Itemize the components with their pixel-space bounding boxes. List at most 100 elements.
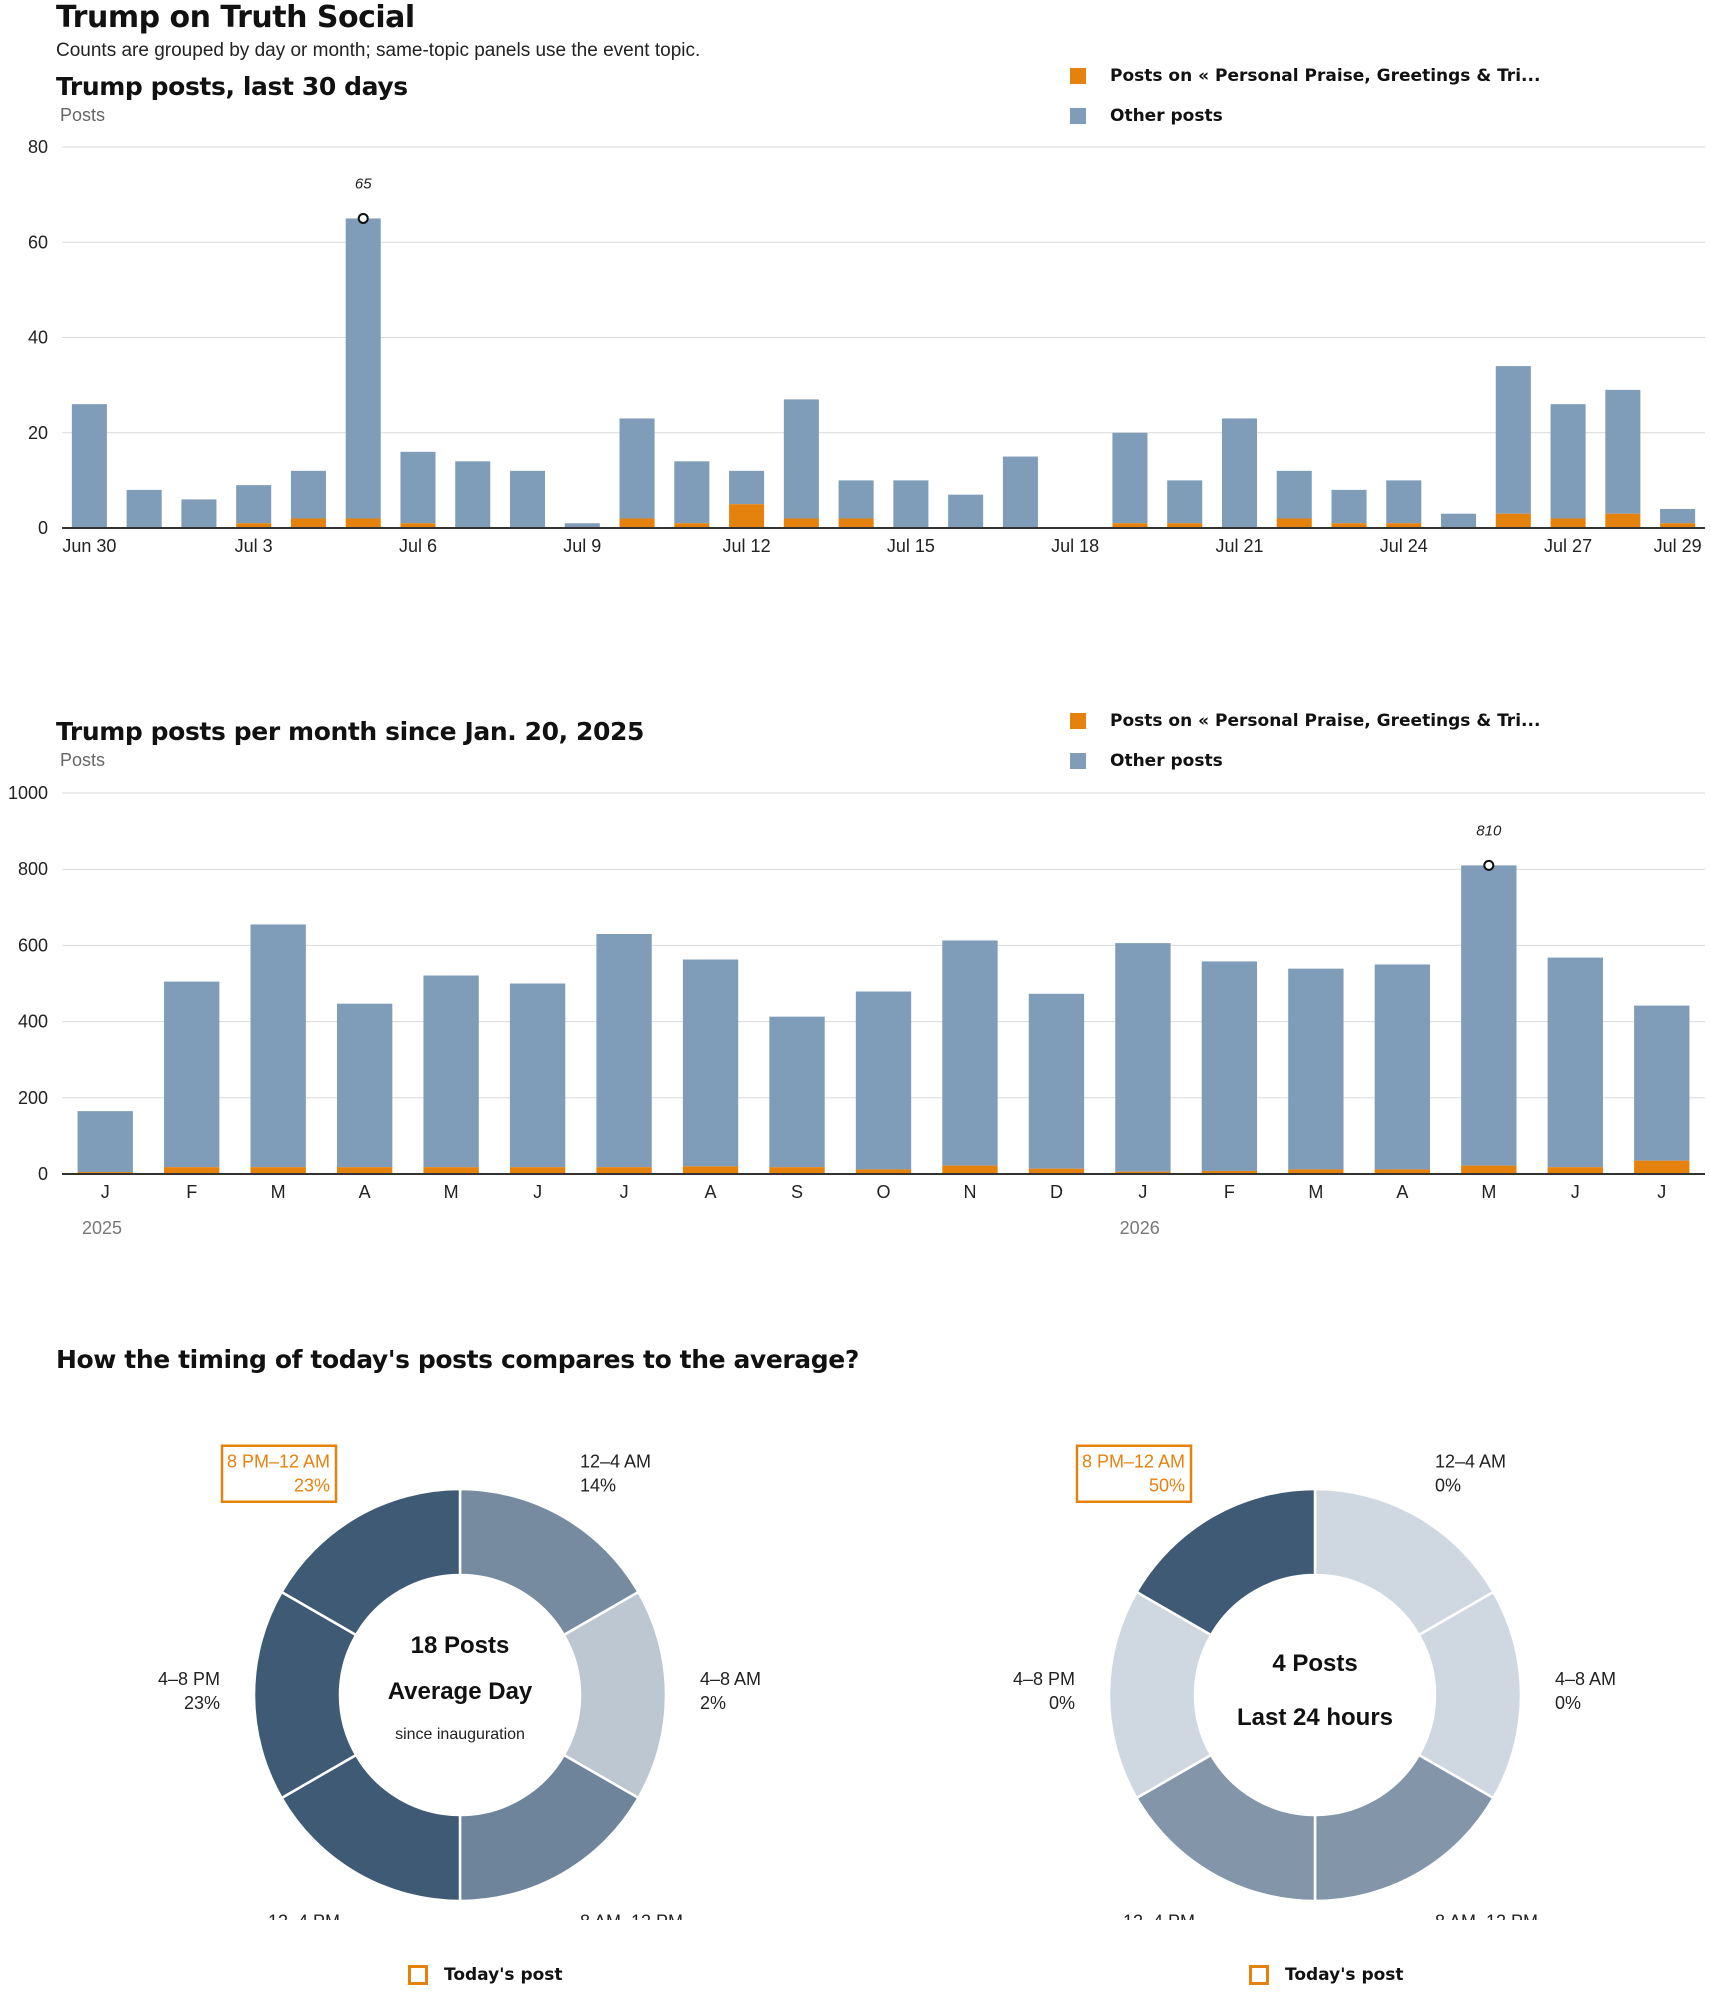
- bar-other: [893, 480, 929, 528]
- bar-other: [423, 975, 479, 1168]
- x-tick-label: Jul 3: [235, 536, 273, 556]
- timing-section-title: How the timing of today's posts compares…: [56, 1345, 859, 1374]
- donut-slice: [562, 1590, 668, 1800]
- x-tick-label: D: [1050, 1182, 1063, 1202]
- donut-slice: [1313, 1753, 1496, 1903]
- monthly-chart-ylabel: Posts: [60, 750, 106, 770]
- legend-label-other: Other posts: [1110, 751, 1223, 771]
- daily-chart-ylabel: Posts: [60, 105, 106, 125]
- bar-other: [1634, 1005, 1690, 1161]
- bar-topic: [164, 1167, 220, 1174]
- slice-label: 12–4 PM: [1123, 1911, 1195, 1920]
- bar-other: [1167, 480, 1203, 524]
- legend-swatch-other: [1070, 753, 1086, 769]
- slice-value: 0%: [1555, 1693, 1581, 1713]
- slice-label: 4–8 PM: [158, 1669, 220, 1689]
- bar-other: [783, 399, 819, 519]
- bar-other: [1002, 456, 1038, 528]
- legend-label-other: Other posts: [1110, 106, 1223, 126]
- x-tick-label: Jul 29: [1654, 536, 1702, 556]
- bar-topic: [674, 523, 710, 528]
- bar-other: [682, 959, 739, 1167]
- bar-topic: [1386, 523, 1422, 528]
- y-tick-label: 20: [28, 423, 48, 443]
- bar-other: [509, 983, 566, 1168]
- donut-slice: [1134, 1753, 1317, 1903]
- x-tick-label: F: [1224, 1182, 1235, 1202]
- bar-topic: [336, 1167, 393, 1174]
- y-tick-label: 200: [18, 1088, 48, 1108]
- bar-other: [942, 940, 998, 1166]
- slice-value: 2%: [700, 1693, 726, 1713]
- y-tick-label: 400: [18, 1012, 48, 1032]
- bar-other: [1288, 968, 1344, 1170]
- slice-label: 12–4 AM: [580, 1452, 651, 1472]
- today-legend-left: Today's post: [408, 1965, 563, 1985]
- legend-swatch-topic: [1070, 713, 1086, 729]
- x-tick-label: Jul 18: [1051, 536, 1099, 556]
- bar-other: [164, 981, 220, 1168]
- bar-other: [509, 470, 546, 528]
- bar-other: [1374, 964, 1431, 1170]
- y-tick-label: 80: [28, 137, 48, 157]
- peak-annotation: 65: [355, 175, 372, 192]
- legend-label-topic: Posts on « Personal Praise, Greetings & …: [1110, 711, 1541, 731]
- x-tick-label: Jul 9: [563, 536, 601, 556]
- bar-topic: [1495, 513, 1531, 528]
- monthly-legend-other: Other posts: [1070, 751, 1223, 771]
- bar-topic: [400, 523, 436, 528]
- peak-marker: [1483, 859, 1495, 871]
- bar-other: [1331, 489, 1367, 524]
- x-tick-label: A: [1396, 1182, 1408, 1202]
- bar-other: [838, 480, 874, 519]
- bar-topic: [250, 1167, 306, 1174]
- today-highlight-box: [1075, 1444, 1193, 1503]
- donut-center-subtitle: Average Day: [388, 1678, 533, 1705]
- bar-other: [236, 485, 272, 524]
- bar-topic: [1634, 1160, 1690, 1174]
- monthly-posts-chart: 0 200 400 600 800 1000 810 J F M A M J J A S O N D J F M A M J J 2…: [8, 783, 1705, 1238]
- donut-slice: [1107, 1590, 1213, 1800]
- bar-other: [596, 933, 652, 1168]
- y-tick-label: 40: [28, 328, 48, 348]
- today-swatch: [408, 1965, 428, 1985]
- x-tick-label: M: [444, 1182, 459, 1202]
- bar-topic: [423, 1167, 479, 1174]
- x-tick-label: A: [705, 1182, 717, 1202]
- slice-value: 14%: [580, 1476, 616, 1496]
- x-tick-label: O: [876, 1182, 890, 1202]
- x-tick-label: J: [1138, 1182, 1147, 1202]
- bar-topic: [1276, 518, 1312, 528]
- slice-value: 23%: [184, 1693, 220, 1713]
- donut-slice: [458, 1753, 641, 1903]
- last-24h-donut: 12–4 AM0%4–8 AM0%8 AM–12 PM25%12–4 PM25%…: [1013, 1444, 1616, 1920]
- today-legend-label: Today's post: [444, 1965, 563, 1985]
- bar-other: [769, 1016, 825, 1168]
- bar-other: [1495, 366, 1531, 514]
- today-legend-right: Today's post: [1249, 1965, 1404, 1985]
- y-tick-label: 60: [28, 232, 48, 252]
- slice-label: 4–8 AM: [1555, 1669, 1616, 1689]
- bar-topic: [682, 1166, 739, 1174]
- x-tick-label: J: [1571, 1182, 1580, 1202]
- bar-other: [181, 499, 217, 528]
- bar-other: [564, 523, 600, 528]
- x-tick-label: N: [963, 1182, 976, 1202]
- bar-topic: [1461, 1165, 1517, 1174]
- daily-posts-chart: 0 20 40 60 80 65 Jun 30 Jul 3 Jul 6 Jul 9 Jul 12 Ju…: [28, 137, 1705, 556]
- bar-other: [674, 461, 710, 524]
- slice-label: 8 AM–12 PM: [1435, 1911, 1538, 1920]
- bar-topic: [1201, 1170, 1258, 1174]
- bar-other: [336, 1003, 393, 1168]
- x-tick-label: M: [1308, 1182, 1323, 1202]
- donut-slice: [1417, 1590, 1523, 1800]
- bar-topic: [838, 518, 874, 528]
- bar-topic: [1115, 1171, 1171, 1174]
- bar-topic: [345, 518, 381, 528]
- bar-other: [71, 404, 107, 528]
- page-title: Trump on Truth Social: [56, 0, 415, 35]
- donut-center-note: since inauguration: [395, 1726, 525, 1743]
- bar-other: [77, 1111, 133, 1173]
- x-tick-label: Jul 12: [723, 536, 771, 556]
